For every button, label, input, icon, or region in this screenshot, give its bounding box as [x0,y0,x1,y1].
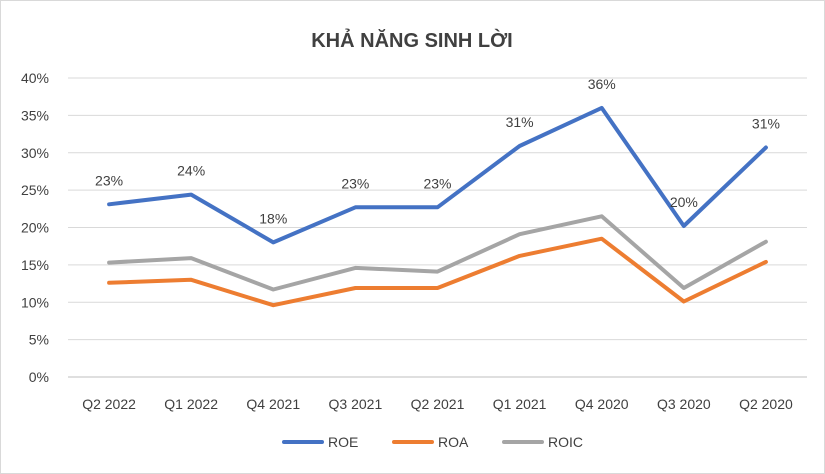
x-tick-label: Q1 2022 [164,396,218,412]
x-tick-label: Q2 2022 [82,396,136,412]
legend-entry-roe: ROE [328,434,358,450]
y-tick-label: 15% [21,257,49,273]
data-label-roe: 23% [423,175,451,191]
y-tick-label: 25% [21,182,49,198]
data-label-roe: 31% [752,116,780,132]
series-line-roa [107,236,768,308]
data-label-roe: 31% [506,114,534,130]
y-tick-label: 0% [29,369,49,385]
data-label-roe: 18% [259,210,287,226]
y-tick-label: 35% [21,107,49,123]
x-tick-label: Q3 2020 [657,396,711,412]
series-line-roe [107,105,768,245]
legend-entry-roa: ROA [438,434,469,450]
y-tick-label: 40% [21,70,49,86]
y-tick-label: 20% [21,220,49,236]
y-tick-label: 5% [29,332,49,348]
x-tick-label: Q4 2020 [575,396,629,412]
x-axis-ticks: Q2 2022 Q1 2022 Q4 2021 Q3 2021 Q2 2021 Q1 20… [82,396,793,412]
x-tick-label: Q1 2021 [493,396,547,412]
x-tick-label: Q2 2021 [411,396,465,412]
series-lines [107,105,768,308]
y-tick-label: 30% [21,145,49,161]
x-tick-label: Q2 2020 [739,396,793,412]
data-label-roe: 24% [177,163,205,179]
x-tick-label: Q3 2021 [329,396,383,412]
data-label-roe: 23% [341,175,369,191]
data-label-roe: 20% [670,194,698,210]
data-labels: 23% 24% 18% 23% 23% 31% 36% 20% 31% [95,76,780,227]
y-tick-label: 10% [21,294,49,310]
y-axis-ticks: 0% 5% 10% 15% 20% 25% 30% 35% 40% [21,70,49,385]
data-label-roe: 36% [588,76,616,92]
gridlines [68,77,807,378]
legend-entry-roic: ROIC [548,434,583,450]
data-label-roe: 23% [95,172,123,188]
series-line-roic [107,214,768,292]
legend: ROE ROA ROIC [282,434,583,450]
x-tick-label: Q4 2021 [246,396,300,412]
chart-title: KHẢ NĂNG SINH LỜI [311,28,513,52]
